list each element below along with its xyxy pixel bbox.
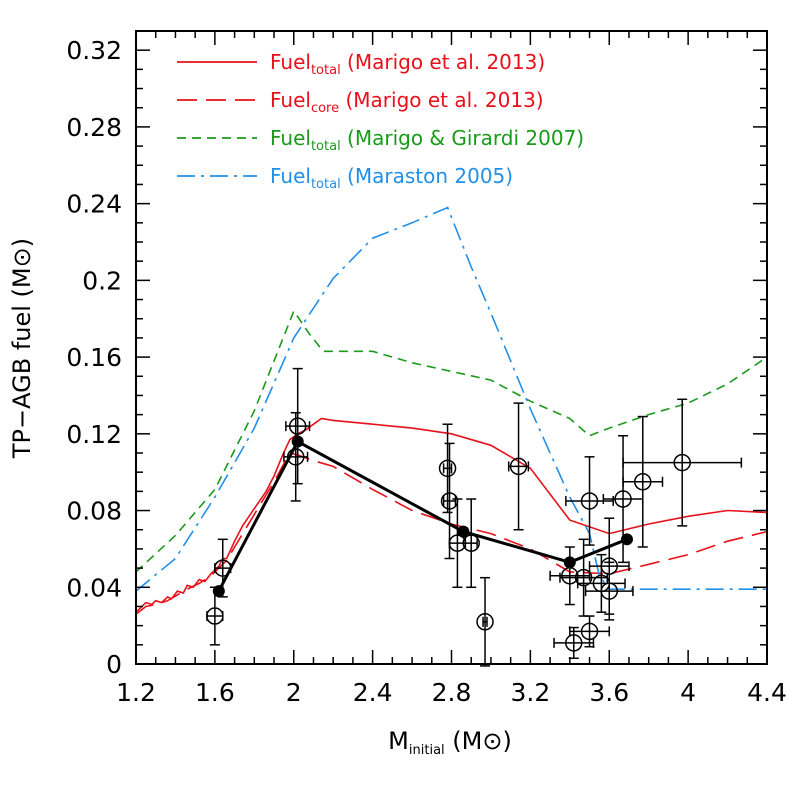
open-marker — [614, 490, 632, 508]
open-data-point — [285, 367, 311, 485]
legend-label: Fueltotal (Marigo & Girardi 2007) — [270, 126, 584, 154]
filled-point — [457, 525, 470, 538]
open-marker — [462, 534, 480, 552]
y-tick-label: 0.32 — [66, 36, 122, 65]
x-tick-label: 1.2 — [116, 678, 156, 707]
open-marker — [673, 453, 691, 472]
y-tick-label: 0.24 — [66, 190, 122, 219]
open-marker — [634, 473, 652, 491]
legend-label: Fueltotal (Marigo et al. 2013) — [270, 50, 545, 78]
open-marker — [580, 622, 599, 641]
ticks-layer: 1.2 1.6 2 2.4 2.8 3.2 3.6 4 4.4 0 0.04 0.08 0.12 0.16… — [66, 30, 787, 707]
open-data-point — [438, 423, 457, 514]
y-tick-label: 0.28 — [66, 113, 122, 142]
x-tick-label: 3.2 — [510, 678, 550, 707]
x-tick-label: 1.6 — [195, 678, 235, 707]
series-line-2 — [136, 452, 767, 615]
open-marker — [565, 634, 583, 652]
open-marker — [288, 417, 307, 435]
x-tick-label: 4 — [680, 678, 696, 707]
y-tick-label: 0.12 — [66, 420, 122, 449]
open-marker — [438, 459, 457, 478]
open-data-point — [569, 615, 610, 648]
open-marker — [600, 582, 618, 600]
x-tick-label: 2.4 — [353, 678, 393, 707]
series-layer — [136, 206, 767, 615]
data-points-layer — [206, 367, 743, 667]
open-data-point — [565, 456, 614, 546]
open-data-point — [559, 538, 609, 617]
open-data-point — [584, 561, 634, 621]
legend: Fueltotal (Marigo et al. 2013) Fuelcore (… — [177, 50, 584, 192]
open-marker — [574, 568, 593, 587]
legend-label: Fuelcore (Marigo et al. 2013) — [270, 88, 544, 116]
open-marker — [509, 457, 528, 476]
series-line-4 — [136, 206, 767, 592]
series-line-3 — [136, 309, 767, 573]
open-data-point — [622, 398, 743, 527]
x-axis-label: Minitial (M⊙) — [388, 727, 512, 758]
legend-label: Fueltotal (Maraston 2005) — [270, 164, 513, 192]
open-data-point — [462, 498, 480, 589]
open-data-point — [622, 415, 664, 548]
y-axis-label: TP−AGB fuel (M⊙) — [8, 238, 36, 459]
x-tick-label: 4.4 — [747, 678, 787, 707]
open-marker — [561, 567, 579, 585]
series-line-1 — [136, 417, 767, 613]
y-tick-label: 0 — [106, 650, 122, 679]
filled-point — [212, 585, 225, 598]
open-data-point — [507, 402, 530, 531]
open-marker — [286, 448, 305, 466]
open-data-point — [553, 626, 595, 659]
x-tick-label: 2 — [286, 678, 302, 707]
y-tick-label: 0.16 — [66, 343, 122, 372]
open-marker — [476, 613, 494, 631]
y-tick-label: 0.04 — [66, 573, 122, 602]
y-tick-label: 0.08 — [66, 497, 122, 526]
open-data-point — [476, 576, 494, 667]
open-marker — [206, 607, 224, 625]
open-data-point — [214, 538, 232, 598]
y-tick-label: 0.2 — [82, 266, 122, 295]
open-data-point — [602, 434, 644, 564]
open-marker — [580, 492, 599, 510]
x-tick-label: 3.6 — [589, 678, 629, 707]
x-tick-label: 2.8 — [432, 678, 472, 707]
open-data-point — [283, 411, 309, 502]
open-marker — [214, 559, 232, 577]
open-data-point — [206, 586, 224, 646]
filled-point — [620, 533, 633, 546]
